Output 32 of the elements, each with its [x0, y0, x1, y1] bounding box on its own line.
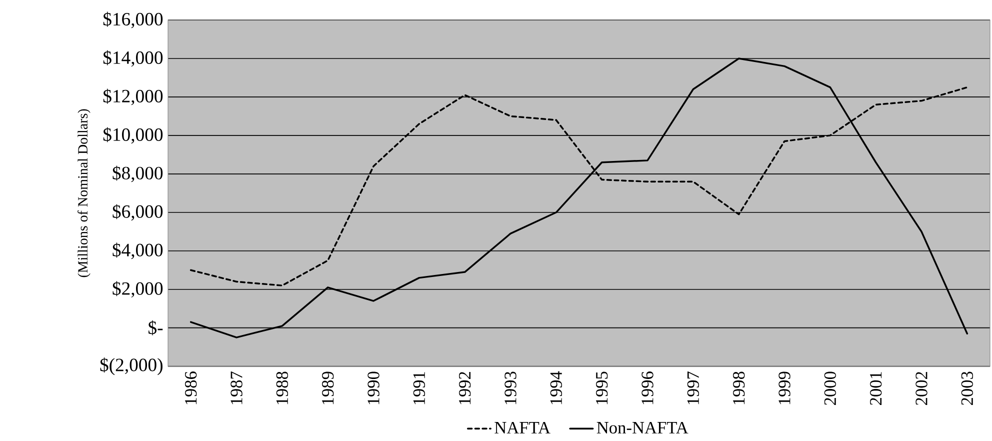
x-tick-label: 1988 — [276, 372, 288, 404]
y-tick-label: $(2,000) — [100, 358, 162, 376]
x-tick-label: 1986 — [185, 372, 197, 404]
line-series — [190, 58, 968, 338]
y-tick-label: $2,000 — [112, 281, 163, 298]
y-tick-label: $4,000 — [112, 242, 163, 260]
x-tick-label: 1989 — [322, 372, 334, 404]
x-tick-label: 2002 — [916, 372, 928, 405]
x-tick-label: 2000 — [824, 372, 836, 405]
y-tick-label: $14,000 — [103, 50, 163, 67]
legend-label: Non-NAFTA — [596, 422, 688, 434]
y-tick-label: $- — [148, 320, 163, 336]
x-tick-label: 1995 — [596, 372, 608, 404]
y-tick-label: $6,000 — [112, 204, 163, 221]
y-axis-title: (Millions of Nominal Dollars) — [78, 109, 90, 278]
x-tick-label: 1992 — [459, 372, 471, 404]
x-tick-label: 1993 — [504, 372, 516, 404]
x-tick-label: 1987 — [230, 372, 242, 404]
x-tick-label: 1996 — [642, 372, 654, 404]
legend-label: NAFTA — [494, 422, 550, 434]
x-tick-label: 1990 — [368, 372, 380, 404]
y-tick-label: $8,000 — [112, 166, 163, 182]
y-tick-label: $16,000 — [103, 12, 163, 28]
x-tick-label: 2003 — [961, 372, 974, 405]
x-tick-label: 1997 — [687, 372, 699, 404]
x-tick-label: 1998 — [732, 372, 745, 404]
x-tick-label: 1999 — [778, 372, 790, 404]
x-tick-label: 1991 — [413, 372, 425, 404]
y-tick-label: $10,000 — [103, 127, 163, 144]
x-tick-label: 1994 — [550, 371, 562, 404]
y-tick-label: $12,000 — [103, 88, 163, 106]
x-tick-label: 2001 — [870, 372, 882, 405]
